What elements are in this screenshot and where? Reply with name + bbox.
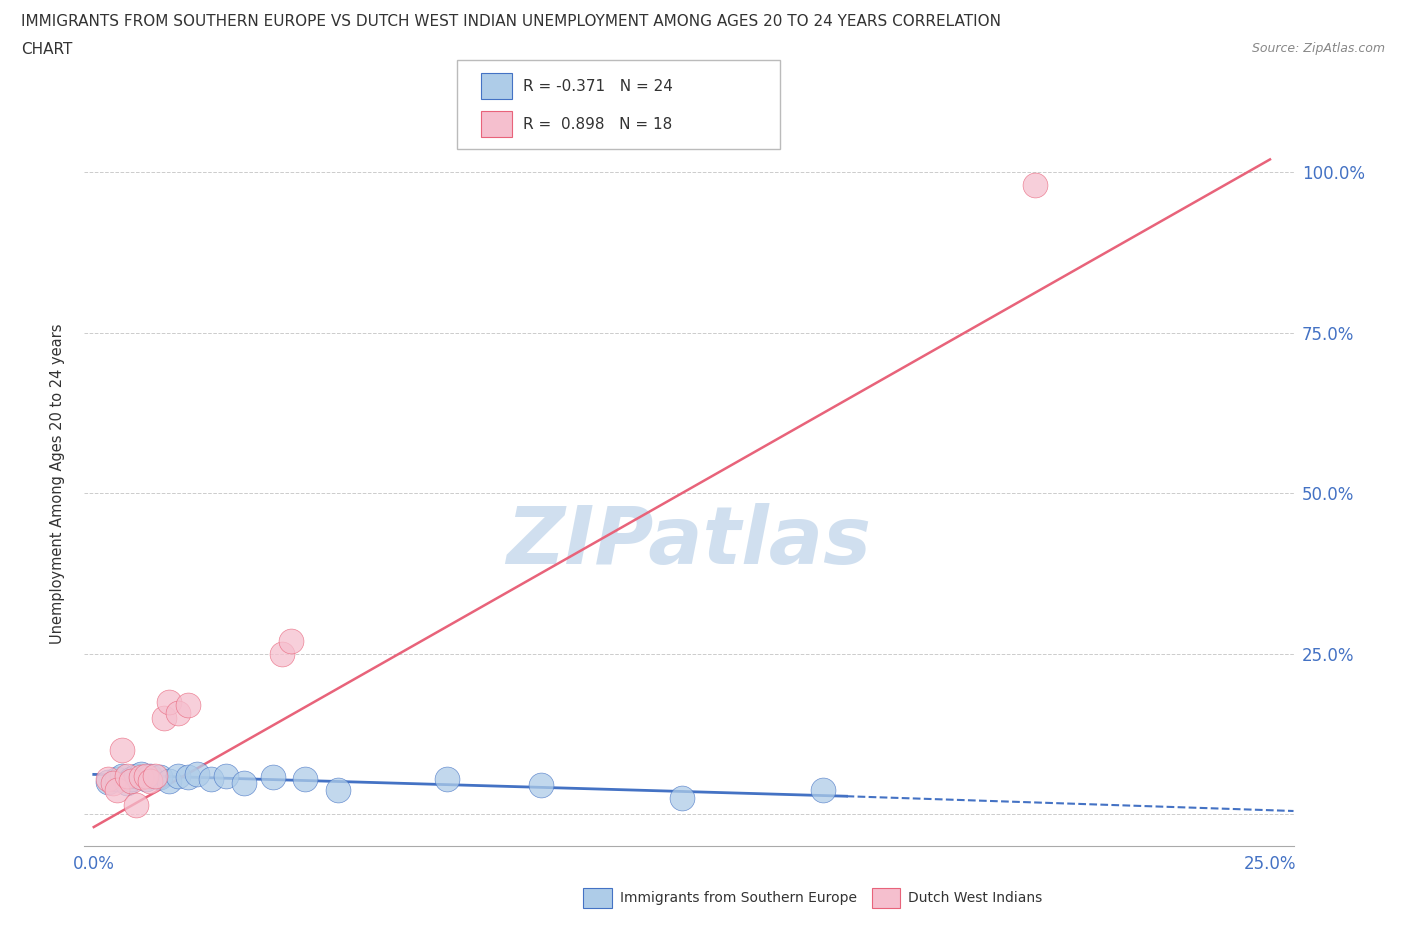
Point xyxy=(436,772,458,787)
Point xyxy=(167,705,190,720)
Point xyxy=(280,633,302,648)
Point xyxy=(177,769,200,784)
Point xyxy=(177,698,200,712)
Point xyxy=(115,768,138,783)
Point xyxy=(120,774,142,789)
Point xyxy=(294,772,316,787)
Point xyxy=(233,776,256,790)
Point xyxy=(101,776,124,790)
Point xyxy=(139,774,162,789)
Point xyxy=(200,772,222,787)
Text: R =  0.898   N = 18: R = 0.898 N = 18 xyxy=(523,116,672,132)
Text: Source: ZipAtlas.com: Source: ZipAtlas.com xyxy=(1251,42,1385,55)
Point xyxy=(105,772,128,787)
Point xyxy=(328,782,350,797)
Point xyxy=(129,769,152,784)
Point xyxy=(125,797,148,812)
Text: IMMIGRANTS FROM SOUTHERN EUROPE VS DUTCH WEST INDIAN UNEMPLOYMENT AMONG AGES 20 : IMMIGRANTS FROM SOUTHERN EUROPE VS DUTCH… xyxy=(21,14,1001,29)
Point xyxy=(111,742,134,757)
Point xyxy=(135,768,157,783)
Text: R = -0.371   N = 24: R = -0.371 N = 24 xyxy=(523,79,673,94)
Point xyxy=(214,768,236,783)
Point xyxy=(97,772,120,787)
Point xyxy=(157,695,180,710)
Point xyxy=(1024,178,1046,193)
Point xyxy=(167,768,190,783)
Text: ZIPatlas: ZIPatlas xyxy=(506,502,872,580)
Point xyxy=(120,772,142,787)
Point xyxy=(105,782,128,797)
Point xyxy=(153,711,176,725)
Point xyxy=(186,767,208,782)
Point xyxy=(115,776,138,790)
Point xyxy=(530,777,553,792)
Point xyxy=(271,646,294,661)
Point xyxy=(125,768,148,783)
Point xyxy=(135,772,157,787)
Point xyxy=(811,782,834,797)
Point xyxy=(97,775,120,790)
Text: CHART: CHART xyxy=(21,42,73,57)
Point xyxy=(262,769,284,784)
Text: Dutch West Indians: Dutch West Indians xyxy=(908,891,1042,905)
Point xyxy=(143,768,166,783)
Point xyxy=(129,767,152,782)
Point xyxy=(671,790,693,805)
Point xyxy=(149,769,172,784)
Point xyxy=(139,768,162,783)
Text: Immigrants from Southern Europe: Immigrants from Southern Europe xyxy=(620,891,858,905)
Y-axis label: Unemployment Among Ages 20 to 24 years: Unemployment Among Ages 20 to 24 years xyxy=(51,324,65,644)
Point xyxy=(111,768,134,783)
Point xyxy=(157,774,180,789)
